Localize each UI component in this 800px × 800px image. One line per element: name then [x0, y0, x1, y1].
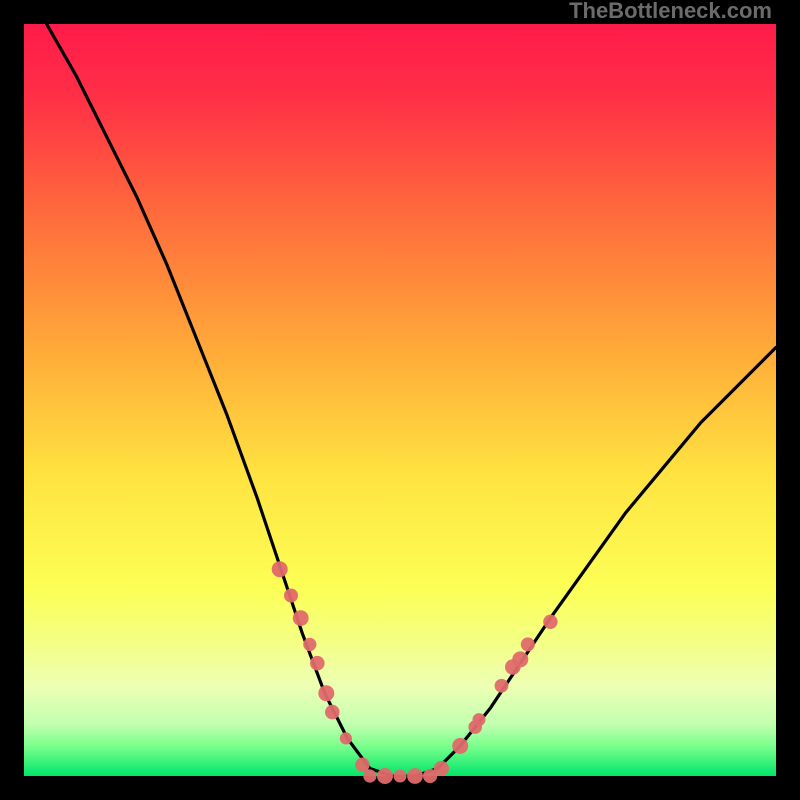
data-marker [394, 770, 407, 783]
data-marker [318, 685, 334, 701]
data-marker [512, 651, 528, 667]
data-marker [303, 638, 316, 651]
data-marker [452, 738, 468, 754]
data-marker [473, 713, 486, 726]
data-markers [272, 561, 558, 784]
bottleneck-curve [47, 24, 776, 776]
data-marker [325, 705, 340, 720]
data-marker [293, 610, 309, 626]
data-marker [543, 615, 557, 629]
chart-container: TheBottleneck.com [0, 0, 800, 800]
data-marker [363, 769, 376, 782]
data-marker [272, 561, 288, 577]
data-marker [284, 589, 298, 603]
data-marker [310, 656, 325, 671]
data-marker [407, 768, 423, 784]
watermark-label: TheBottleneck.com [569, 0, 772, 24]
data-marker [495, 679, 509, 693]
plot-area [24, 24, 776, 776]
data-marker [340, 732, 352, 744]
chart-overlay-svg [24, 24, 776, 776]
data-marker [355, 758, 369, 772]
data-marker [434, 761, 449, 776]
data-marker [521, 637, 535, 651]
data-marker [377, 768, 393, 784]
